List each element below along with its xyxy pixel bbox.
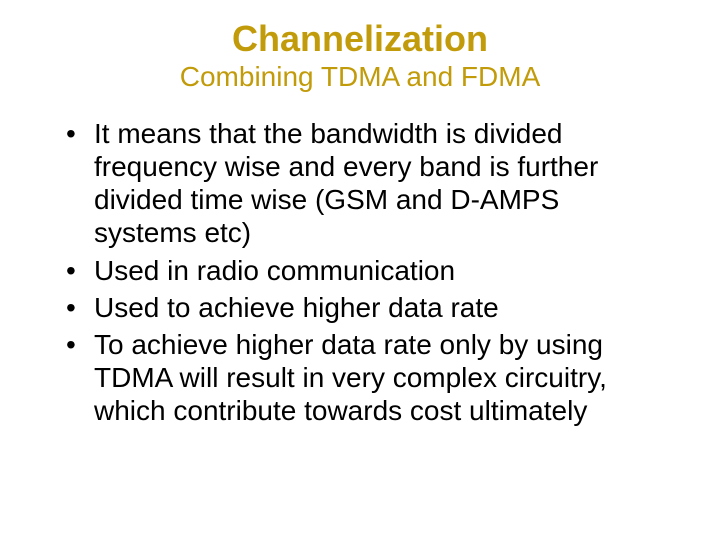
list-item: To achieve higher data rate only by usin…	[60, 328, 660, 427]
slide-subtitle: Combining TDMA and FDMA	[50, 61, 670, 93]
list-item: It means that the bandwidth is divided f…	[60, 117, 660, 249]
bullet-list: It means that the bandwidth is divided f…	[50, 117, 670, 426]
slide: Channelization Combining TDMA and FDMA I…	[0, 0, 720, 540]
slide-title: Channelization	[50, 18, 670, 59]
list-item: Used in radio communication	[60, 254, 660, 287]
list-item: Used to achieve higher data rate	[60, 291, 660, 324]
